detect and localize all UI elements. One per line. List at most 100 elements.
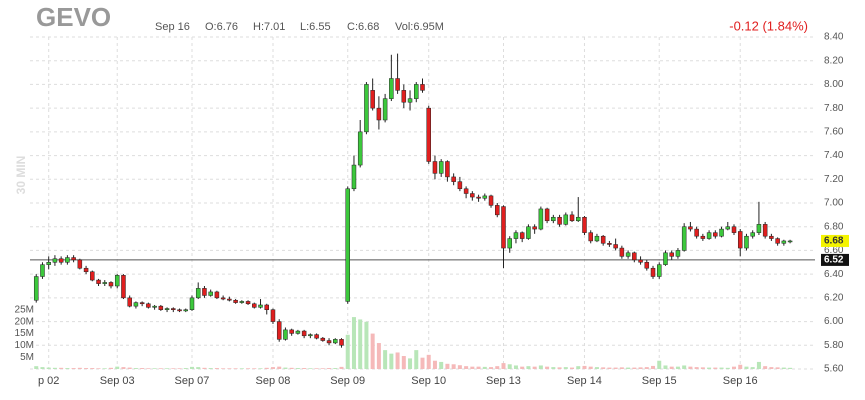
volume-bar — [713, 367, 718, 369]
x-tick-label: Sep 14 — [567, 375, 602, 387]
volume-bar — [165, 368, 170, 369]
candle-body — [731, 226, 737, 233]
volume-bar — [725, 367, 730, 369]
volume-bar — [439, 361, 444, 369]
volume-bar — [426, 354, 431, 369]
volume-bar — [401, 356, 406, 369]
candle-body — [58, 258, 64, 263]
volume-bar — [370, 333, 375, 369]
ticker: GEVO — [36, 2, 111, 32]
volume-bar — [707, 367, 712, 369]
candle-body — [214, 291, 220, 299]
candle-body — [781, 240, 787, 244]
candle-body — [737, 231, 743, 249]
candle-body — [675, 250, 681, 257]
x-tick-label: Sep 08 — [256, 375, 291, 387]
candle-body — [519, 232, 525, 239]
volume-bar — [127, 367, 132, 369]
volume-bar — [769, 367, 774, 369]
volume-bar — [295, 368, 300, 369]
candle-body — [177, 309, 182, 312]
candle-body — [463, 188, 469, 194]
volume-bar — [289, 367, 294, 369]
volume-bar — [177, 368, 182, 369]
y-tick-label: 6.60 — [824, 245, 844, 256]
volume-bar — [657, 360, 662, 369]
volume-bar — [756, 361, 761, 369]
volume-bar — [663, 365, 668, 369]
candle-body — [501, 206, 506, 249]
volume-bar — [576, 366, 581, 369]
volume-bar — [563, 367, 568, 369]
volume-bar — [214, 368, 219, 369]
volume-bar — [389, 353, 394, 369]
volume-bar — [320, 368, 325, 369]
candle-body — [414, 84, 419, 99]
change: -0.12 (1.84%) — [729, 18, 808, 33]
volume-bar — [594, 367, 599, 369]
volume-bar — [183, 368, 188, 369]
header-stat: L:6.55 — [300, 21, 331, 33]
volume-bar — [750, 367, 755, 369]
volume-bar — [545, 366, 550, 369]
candle-body — [121, 275, 126, 299]
volume-bar — [96, 368, 101, 369]
volume-bar — [489, 367, 494, 369]
volume-bar — [644, 367, 649, 369]
volume-bar — [252, 368, 257, 369]
candle-body — [382, 98, 388, 121]
candle-body — [688, 226, 693, 230]
volume-bar — [302, 368, 307, 369]
candle-body — [395, 78, 400, 91]
volume-bar — [339, 366, 344, 369]
y-tick-label: 7.60 — [824, 126, 844, 137]
volume-bar — [258, 368, 263, 369]
candle-body — [669, 252, 674, 257]
candle-body — [245, 301, 251, 305]
candle-body — [46, 262, 51, 265]
volume-bar — [133, 368, 138, 369]
volume-bar — [152, 368, 157, 369]
volume-bar — [495, 366, 500, 369]
volume-tick-label: 20M — [15, 316, 34, 327]
volume-bar — [588, 366, 593, 369]
candle-body — [638, 259, 643, 263]
volume-bar — [34, 366, 39, 369]
candle-body — [582, 216, 587, 233]
candle-body — [133, 302, 139, 307]
volume-bar — [738, 364, 743, 369]
volume-bar — [651, 365, 656, 369]
candle-body — [538, 208, 544, 230]
candle-body — [625, 252, 631, 257]
candle-body — [663, 252, 668, 265]
x-tick-label: Sep 09 — [330, 375, 365, 387]
candle-body — [202, 288, 207, 296]
volume-bar — [464, 366, 469, 369]
y-tick-label: 7.40 — [824, 150, 844, 161]
candle-body — [613, 244, 618, 249]
candle-body — [644, 262, 650, 269]
candle-body — [270, 309, 276, 322]
candle-body — [532, 226, 537, 230]
volume-bar — [314, 368, 319, 369]
volume-bar — [140, 368, 145, 369]
volume-bar — [520, 366, 525, 369]
y-tick-label: 6.40 — [824, 269, 844, 280]
candle-body — [227, 298, 232, 301]
candle-body — [457, 181, 463, 190]
candle-body — [470, 193, 475, 198]
candle-body — [420, 84, 425, 91]
candle-body — [139, 302, 145, 305]
volume-bar — [570, 367, 575, 369]
header-stat: Sep 16 — [155, 21, 190, 33]
candle-body — [83, 267, 89, 273]
volume-bar — [638, 367, 643, 369]
volume-bar — [682, 365, 687, 369]
candle-body — [445, 161, 450, 178]
candle-body — [706, 232, 712, 239]
candle-body — [52, 258, 58, 263]
candle-body — [164, 308, 170, 310]
volume-bar — [476, 366, 481, 369]
candle-body — [632, 252, 637, 261]
header-stat: O:6.76 — [205, 21, 238, 33]
